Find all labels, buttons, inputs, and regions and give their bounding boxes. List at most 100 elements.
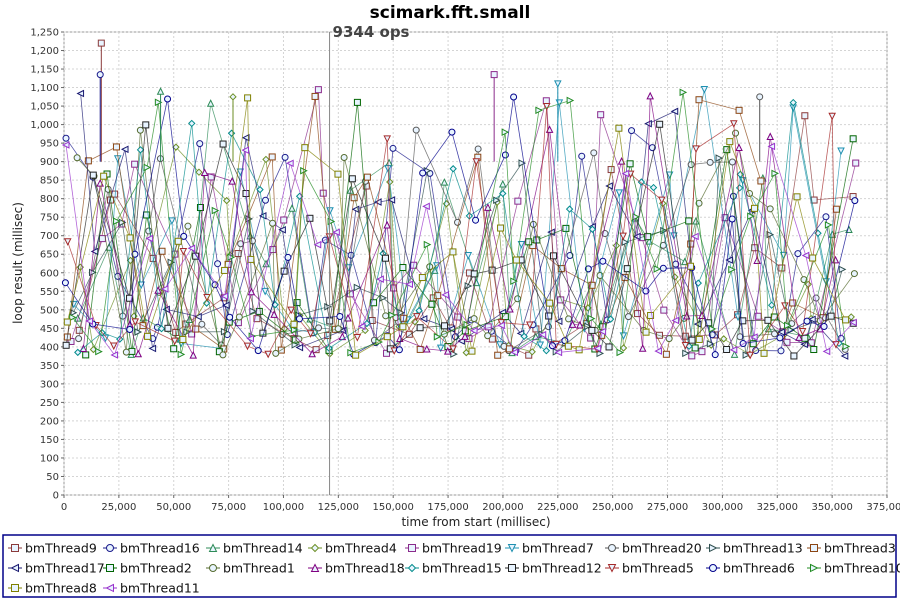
- data-point: [246, 334, 254, 343]
- legend-swatch-marker: [508, 564, 516, 572]
- legend-swatch-marker: [810, 563, 819, 573]
- data-point: [494, 351, 502, 359]
- data-point: [73, 154, 81, 162]
- legend-item-bmThread6: bmThread6: [706, 561, 795, 576]
- data-point: [61, 141, 70, 149]
- data-point: [777, 347, 785, 355]
- x-tick-label: 100,000: [263, 502, 304, 513]
- legend-swatch-marker: [11, 544, 19, 552]
- data-point: [605, 182, 613, 190]
- y-tick-label: 800: [40, 194, 59, 205]
- series-layer: [61, 39, 860, 360]
- legend-label: bmThread1: [223, 561, 295, 576]
- legend-item-bmThread20: bmThread20: [605, 541, 702, 556]
- data-point: [84, 157, 92, 165]
- data-point: [145, 227, 153, 235]
- legend-swatch-marker: [407, 563, 417, 573]
- y-tick-label: 500: [40, 305, 59, 316]
- data-point: [578, 152, 586, 160]
- y-tick-label: 1,250: [30, 28, 59, 39]
- data-point: [588, 225, 597, 233]
- legend-item-bmThread8: bmThread8: [8, 581, 97, 596]
- data-point: [399, 323, 407, 331]
- legend-item-bmThread14: bmThread14: [206, 541, 303, 556]
- data-point: [484, 323, 492, 331]
- data-point: [440, 178, 449, 186]
- data-point: [565, 315, 573, 323]
- data-point: [223, 196, 231, 205]
- legend-swatch-marker: [105, 583, 114, 593]
- data-point: [554, 348, 563, 357]
- data-point: [177, 350, 186, 359]
- x-tick-label: 50,000: [156, 502, 191, 513]
- data-point: [449, 248, 457, 256]
- data-point: [353, 283, 362, 292]
- data-point: [122, 348, 130, 356]
- series-line: [66, 97, 846, 356]
- legend-swatch-marker: [209, 564, 217, 572]
- legend-item-bmThread4: bmThread4: [308, 541, 397, 556]
- y-tick-label: 600: [40, 268, 59, 279]
- data-point: [597, 111, 605, 119]
- legend-item-bmThread17: bmThread17: [8, 561, 105, 576]
- legend-swatch-marker: [208, 543, 218, 552]
- data-point: [781, 302, 789, 310]
- legend-item-bmThread9: bmThread9: [8, 541, 97, 556]
- data-point: [679, 88, 688, 97]
- data-point: [700, 85, 709, 94]
- data-point: [170, 345, 178, 353]
- data-point: [732, 129, 740, 137]
- data-point: [646, 91, 654, 100]
- data-point: [247, 255, 255, 263]
- data-point: [131, 160, 139, 168]
- data-point: [134, 328, 143, 336]
- data-point: [219, 140, 227, 148]
- data-point: [822, 213, 830, 221]
- data-point: [729, 120, 738, 128]
- data-point: [443, 346, 452, 355]
- data-point: [306, 330, 315, 338]
- legend-swatch-marker: [810, 544, 818, 552]
- data-point: [849, 318, 857, 327]
- data-point: [824, 221, 833, 229]
- data-point: [334, 325, 342, 333]
- data-point: [807, 339, 815, 347]
- data-point: [828, 112, 836, 121]
- data-point: [809, 254, 817, 262]
- legend-swatch-marker: [310, 563, 320, 572]
- x-tick-label: 275,000: [647, 502, 688, 513]
- data-point: [484, 332, 492, 340]
- data-point: [180, 232, 188, 240]
- legend-item-bmThread19: bmThread19: [405, 541, 502, 556]
- data-point: [462, 348, 470, 357]
- data-point: [198, 320, 206, 328]
- data-point: [691, 344, 699, 352]
- data-point: [798, 328, 807, 336]
- data-point: [725, 256, 733, 264]
- data-point: [336, 312, 344, 320]
- data-point: [783, 338, 791, 346]
- data-point: [383, 135, 392, 144]
- data-point: [742, 351, 751, 359]
- series-bmThread18: [79, 91, 840, 359]
- data-point: [256, 185, 264, 194]
- data-point: [381, 254, 389, 262]
- data-point: [97, 39, 105, 47]
- data-point: [262, 155, 270, 164]
- data-point: [626, 160, 634, 168]
- x-tick-label: 125,000: [318, 502, 359, 513]
- data-point: [295, 315, 303, 323]
- y-tick-label: 550: [40, 287, 59, 298]
- data-point: [211, 206, 220, 215]
- data-point: [642, 328, 650, 336]
- data-point: [137, 281, 146, 290]
- data-point: [242, 190, 250, 198]
- data-point: [388, 311, 397, 319]
- data-point: [468, 347, 476, 355]
- data-point: [100, 172, 108, 180]
- legend-label: bmThread8: [25, 581, 97, 596]
- data-point: [472, 216, 480, 224]
- data-point: [290, 326, 299, 334]
- data-point: [542, 97, 550, 105]
- series-line: [72, 92, 847, 355]
